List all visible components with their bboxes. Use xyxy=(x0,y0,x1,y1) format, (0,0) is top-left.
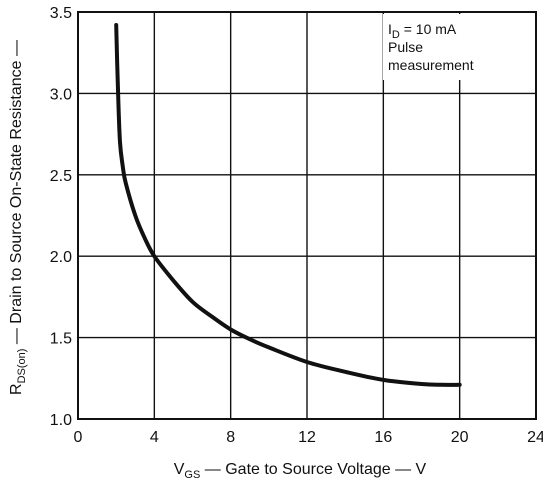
x-tick-label-24: 24 xyxy=(527,429,543,446)
x-axis-label-main: V xyxy=(174,461,185,478)
y-tick-label-2-5: 2.5 xyxy=(50,168,72,185)
y-axis-label-rest: — Drain to Source On-State Resistance — xyxy=(8,40,25,349)
x-tick-label-20: 20 xyxy=(451,429,469,446)
y-tick-labels: 1.0 1.5 2.0 2.5 3.0 3.5 xyxy=(50,5,72,429)
x-tick-labels: 0 4 8 12 16 20 24 xyxy=(74,429,543,446)
annotation-measurement: measurement xyxy=(388,57,474,73)
x-axis-label: VGS — Gate to Source Voltage — V xyxy=(174,461,427,481)
x-tick-label-4: 4 xyxy=(150,429,159,446)
y-tick-label-1: 1.0 xyxy=(50,412,72,429)
annotation-id-rest: = 10 mA xyxy=(400,21,457,37)
y-tick-label-3: 3.0 xyxy=(50,86,72,103)
x-axis-label-rest: — Gate to Source Voltage — V xyxy=(200,461,426,478)
x-tick-label-12: 12 xyxy=(298,429,316,446)
y-axis-label-sub: DS(on) xyxy=(16,349,28,384)
x-tick-label-16: 16 xyxy=(374,429,392,446)
x-tick-label-8: 8 xyxy=(226,429,235,446)
y-axis-label-main: R xyxy=(8,383,25,395)
y-tick-label-1-5: 1.5 xyxy=(50,331,72,348)
annotation-id-condition: ID = 10 mA xyxy=(388,21,457,41)
annotation-id-main: I xyxy=(388,21,392,37)
y-tick-label-2: 2.0 xyxy=(50,249,72,266)
annotation-background xyxy=(383,14,534,80)
plot-frame xyxy=(77,11,537,420)
annotation-pulse: Pulse xyxy=(388,39,423,55)
series-line-rds-vs-vgs xyxy=(114,23,462,387)
x-tick-label-0: 0 xyxy=(74,429,83,446)
x-axis-label-sub: GS xyxy=(184,469,200,481)
y-axis-label: RDS(on) — Drain to Source On-State Resis… xyxy=(8,40,28,395)
annotation-id-sub: D xyxy=(392,29,400,41)
y-tick-label-3-5: 3.5 xyxy=(50,5,72,22)
